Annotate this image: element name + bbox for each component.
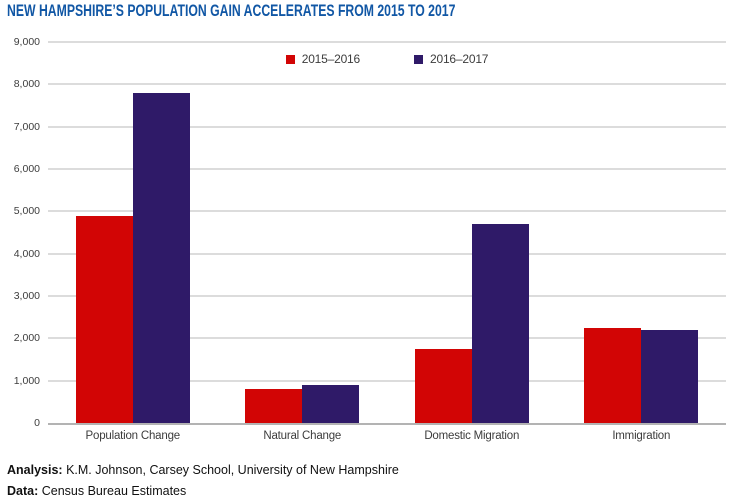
y-axis-labels: 0 1,000 2,000 3,000 4,000 5,000 6,000 7,000 8,00… <box>0 36 40 429</box>
gridline <box>48 168 726 171</box>
gridline <box>48 83 726 86</box>
legend-item-2016-2017: 2016–2017 <box>414 52 488 66</box>
gridline <box>48 125 726 128</box>
bar-2015-2016-population-change <box>75 215 133 423</box>
y-axis-tick-label: 8,000 <box>13 78 40 91</box>
data-credit-label: Data: <box>7 484 39 498</box>
bar-2016-2017-immigration <box>641 329 699 423</box>
legend-swatch-2016-2017 <box>414 54 423 64</box>
gridline <box>48 210 726 213</box>
bar-group-domestic-migration <box>387 42 557 423</box>
y-axis-tick-label: 4,000 <box>13 247 40 260</box>
bar-2016-2017-domestic-migration <box>471 224 529 423</box>
y-axis-tick-label: 1,000 <box>13 374 40 387</box>
x-axis-category-label: Domestic Migration <box>424 430 520 442</box>
y-axis-tick-label: 7,000 <box>13 120 40 133</box>
bar-groups <box>48 42 726 423</box>
x-axis-category-label: Natural Change <box>263 430 342 442</box>
bar-2015-2016-immigration <box>584 327 642 423</box>
bar-group-immigration <box>557 42 727 423</box>
y-axis-tick-label: 9,000 <box>13 36 40 48</box>
x-axis-category-label: Population Change <box>85 430 181 442</box>
gridline <box>48 252 726 255</box>
bar-2016-2017-population-change <box>132 92 190 423</box>
bar-group-natural-change <box>218 42 388 423</box>
legend-swatch-2015-2016 <box>285 54 295 64</box>
y-axis-tick-label: 2,000 <box>13 332 40 345</box>
analysis-credit-label: Analysis: <box>7 463 63 477</box>
y-axis-tick-label: 3,000 <box>13 290 40 303</box>
bar-2016-2017-natural-change <box>302 384 360 423</box>
analysis-credit: Analysis: K.M. Johnson, Carsey School, U… <box>7 462 399 478</box>
bar-group-population-change <box>48 42 218 423</box>
gridline <box>48 337 726 340</box>
x-axis-labels: Population Change Natural Change Domestic … <box>48 430 726 442</box>
data-credit: Data: Census Bureau Estimates <box>7 483 186 499</box>
analysis-credit-text: K.M. Johnson, Carsey School, University … <box>62 463 399 477</box>
gridline <box>48 379 726 382</box>
chart-title: NEW HAMPSHIRE’S POPULATION GAIN ACCELERA… <box>7 1 456 20</box>
bar-2015-2016-natural-change <box>245 389 303 423</box>
x-axis-category-label: Immigration <box>612 430 671 442</box>
y-axis-tick-label: 5,000 <box>13 205 40 218</box>
legend-label: 2015–2016 <box>301 52 360 66</box>
y-axis-tick-label: 0 <box>34 417 40 429</box>
bar-2015-2016-domestic-migration <box>414 348 472 423</box>
legend: 2015–2016 2016–2017 <box>48 52 726 66</box>
data-credit-text: Census Bureau Estimates <box>38 484 187 498</box>
legend-label: 2016–2017 <box>430 52 489 66</box>
plot-area: 2015–2016 2016–2017 <box>48 41 726 425</box>
gridline <box>48 41 726 43</box>
gridline <box>48 295 726 298</box>
y-axis-tick-label: 6,000 <box>13 163 40 176</box>
legend-item-2015-2016: 2015–2016 <box>285 52 360 66</box>
